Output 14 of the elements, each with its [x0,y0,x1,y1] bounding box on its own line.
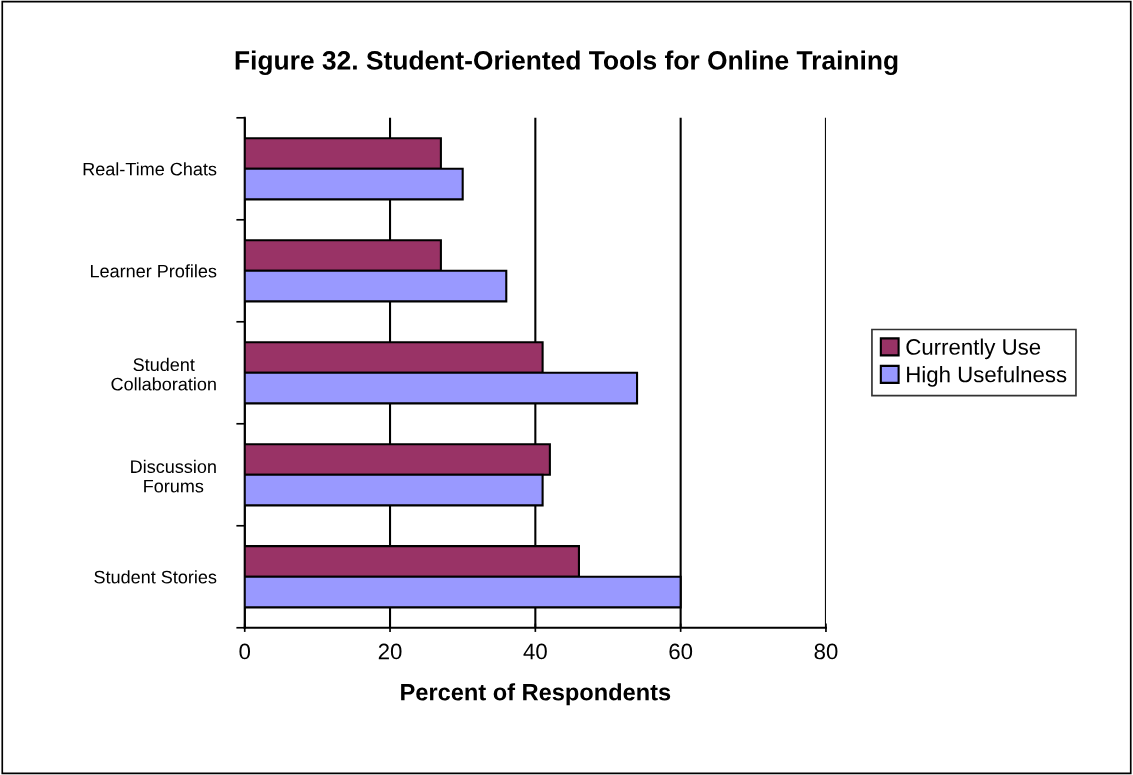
x-tick-label: 80 [814,643,838,660]
y-tick-label: Student Stories [94,570,217,584]
x-tick-label: 60 [669,643,693,660]
legend-label: Currently Use [906,338,1041,360]
x-tick-label: 0 [239,643,251,660]
x-axis-title: Percent of Respondents [401,683,671,706]
y-tick-label: Real-Time Chats [83,162,217,176]
x-tick-label: 40 [523,643,547,660]
legend-label: High Usefulness [907,366,1067,387]
y-tick-label: Student Collaboration [111,357,216,391]
chart-title: Figure 32. Student-Oriented Tools for Online Training [235,50,898,76]
y-tick-label: Discussion Forums [131,459,216,493]
x-tick-label: 20 [378,643,402,660]
y-tick-label: Learner Profiles [90,264,217,278]
